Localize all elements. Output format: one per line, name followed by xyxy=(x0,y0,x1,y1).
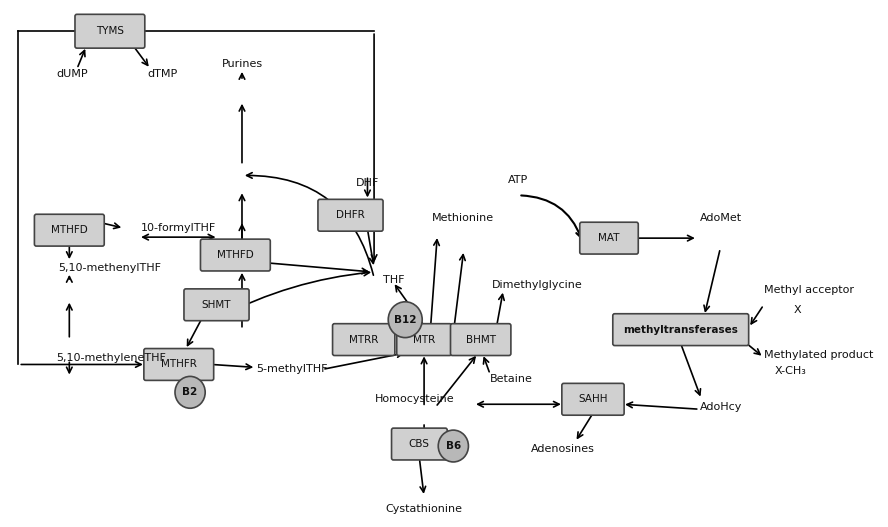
Text: CBS: CBS xyxy=(408,439,430,449)
Text: THF: THF xyxy=(383,275,404,285)
Text: DHFR: DHFR xyxy=(337,210,365,220)
Text: B12: B12 xyxy=(394,315,416,325)
Text: dUMP: dUMP xyxy=(56,69,88,79)
Text: Methionine: Methionine xyxy=(432,213,494,223)
Text: 5-methylTHF: 5-methylTHF xyxy=(256,365,328,375)
Text: AdoHcy: AdoHcy xyxy=(700,402,742,412)
Text: Homocysteine: Homocysteine xyxy=(375,394,455,404)
Text: Cystathionine: Cystathionine xyxy=(385,504,463,514)
FancyBboxPatch shape xyxy=(35,214,104,246)
Text: AdoMet: AdoMet xyxy=(700,213,741,223)
Text: DHF: DHF xyxy=(356,179,379,189)
Text: Purines: Purines xyxy=(221,59,263,69)
Text: MTHFD: MTHFD xyxy=(51,225,88,235)
Text: X-CH₃: X-CH₃ xyxy=(775,366,807,376)
Text: Methyl acceptor: Methyl acceptor xyxy=(764,285,853,295)
Text: dTMP: dTMP xyxy=(147,69,178,79)
FancyBboxPatch shape xyxy=(397,324,451,356)
FancyBboxPatch shape xyxy=(580,222,638,254)
Text: 10-formylTHF: 10-formylTHF xyxy=(141,223,217,233)
Text: MAT: MAT xyxy=(599,233,620,243)
FancyBboxPatch shape xyxy=(201,239,270,271)
Text: SAHH: SAHH xyxy=(578,394,607,404)
Text: B6: B6 xyxy=(446,441,461,451)
FancyBboxPatch shape xyxy=(562,383,624,415)
Text: BHMT: BHMT xyxy=(465,335,496,345)
FancyBboxPatch shape xyxy=(333,324,395,356)
FancyBboxPatch shape xyxy=(75,14,145,48)
FancyBboxPatch shape xyxy=(318,199,383,231)
Text: MTHFR: MTHFR xyxy=(161,359,197,369)
Text: Dimethylglycine: Dimethylglycine xyxy=(492,280,583,290)
Text: 5,10-methenylTHF: 5,10-methenylTHF xyxy=(58,263,161,273)
Text: SHMT: SHMT xyxy=(202,300,231,310)
Text: Betaine: Betaine xyxy=(490,374,533,384)
Text: MTHFD: MTHFD xyxy=(217,250,254,260)
Circle shape xyxy=(388,302,422,338)
FancyBboxPatch shape xyxy=(450,324,511,356)
Text: 5,10-methyleneTHF: 5,10-methyleneTHF xyxy=(56,353,166,363)
Text: Methylated product: Methylated product xyxy=(764,349,873,359)
FancyBboxPatch shape xyxy=(184,289,249,321)
FancyBboxPatch shape xyxy=(144,348,214,380)
Text: B2: B2 xyxy=(182,387,198,397)
FancyBboxPatch shape xyxy=(613,314,749,346)
Text: MTR: MTR xyxy=(413,335,435,345)
Text: ATP: ATP xyxy=(508,175,528,186)
Circle shape xyxy=(175,376,205,408)
FancyBboxPatch shape xyxy=(392,428,448,460)
Text: Adenosines: Adenosines xyxy=(531,444,595,454)
Text: MTRR: MTRR xyxy=(349,335,378,345)
Circle shape xyxy=(439,430,469,462)
Text: X: X xyxy=(794,305,802,315)
Text: TYMS: TYMS xyxy=(96,26,124,36)
Text: methyltransferases: methyltransferases xyxy=(623,325,738,335)
